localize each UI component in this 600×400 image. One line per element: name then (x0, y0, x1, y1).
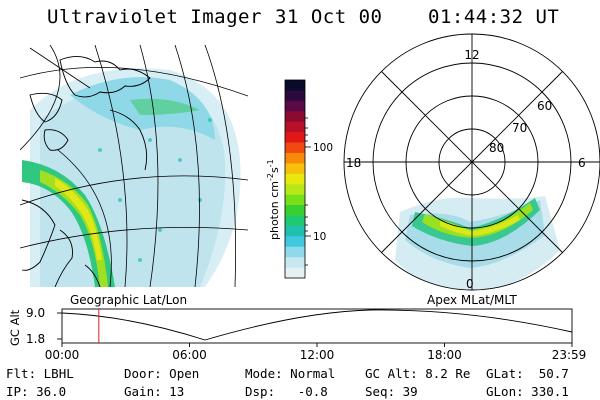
gain-readout: Gain: 13 (124, 384, 185, 399)
colorbar-segment (285, 215, 305, 227)
colorbar-segment (285, 80, 305, 91)
colorbar-label: photon cm-2s-1 (266, 159, 281, 240)
alt-ytick-max: 9.0 (26, 306, 45, 320)
colorbar-segment (285, 121, 305, 133)
colorbar-segment (285, 194, 305, 206)
mode-readout: Mode: Normal (245, 366, 336, 381)
gcalt-readout: GC Alt: 8.2 Re (365, 366, 471, 381)
svg-text:photon cm-2s-1: photon cm-2s-1 (266, 159, 281, 240)
seq-readout: Seq: 39 (365, 384, 418, 399)
colorbar-segment (285, 225, 305, 237)
colorbar-segment (285, 236, 305, 248)
colorbar-segment (285, 152, 305, 164)
date-label: 31 Oct 00 (275, 6, 383, 28)
colorbar-segment (285, 90, 305, 102)
colorbar-segment (285, 267, 305, 279)
alt-xtick-4: 23:59 (552, 348, 587, 362)
mlat-label-70: 70 (512, 121, 527, 135)
geographic-label: Geographic Lat/Lon (70, 293, 187, 307)
apex-label: Apex MLat/MLT (427, 293, 517, 307)
color-scale-bar (285, 80, 305, 279)
polar-plot: 12 18 6 0 60 70 80 (343, 33, 600, 291)
colorbar-segment (285, 173, 305, 185)
mlat-label-80: 80 (489, 141, 504, 155)
alt-xtick-3: 18:00 (427, 348, 462, 362)
alt-ytick-min: 1.8 (26, 332, 45, 346)
colorbar-segment (285, 111, 305, 123)
colorbar-segment (285, 100, 305, 112)
dsp-readout: Dsp: -0.8 (245, 384, 328, 399)
ip-readout: IP: 36.0 (6, 384, 67, 399)
door-readout: Door: Open (124, 366, 200, 381)
colorbar-segment (285, 257, 305, 269)
geographic-map (20, 45, 248, 287)
colorbar-segment (285, 246, 305, 258)
colorbar-segment (285, 163, 305, 175)
mlt-label-18: 18 (346, 156, 361, 170)
alt-ylabel: GC Alt (8, 309, 22, 346)
mlat-label-60: 60 (537, 99, 552, 113)
alt-xtick-0: 00:00 (45, 348, 80, 362)
glon-readout: GLon: 330.1 (486, 384, 569, 399)
mlt-label-12: 12 (464, 48, 479, 62)
instrument-title: Ultraviolet Imager (47, 6, 262, 28)
altitude-plot: 9.0 1.8 GC Alt 00:00 06:00 12:00 18:00 2… (8, 306, 586, 362)
colorbar-segment (285, 132, 305, 144)
time-label: 01:44:32 UT (428, 6, 560, 28)
colorbar-segment (285, 184, 305, 196)
colorbar-tick-10: 10 (313, 231, 326, 243)
colorbar-segment (285, 205, 305, 216)
mlt-label-6: 6 (578, 156, 586, 170)
filter-readout: Flt: LBHL (6, 366, 74, 381)
alt-xtick-2: 12:00 (300, 348, 335, 362)
colorbar-tick-100: 100 (313, 142, 333, 154)
colorbar-segment (285, 142, 305, 154)
glat-readout: GLat: 50.7 (486, 366, 569, 381)
alt-xtick-1: 06:00 (172, 348, 207, 362)
mlt-label-0: 0 (466, 277, 474, 291)
